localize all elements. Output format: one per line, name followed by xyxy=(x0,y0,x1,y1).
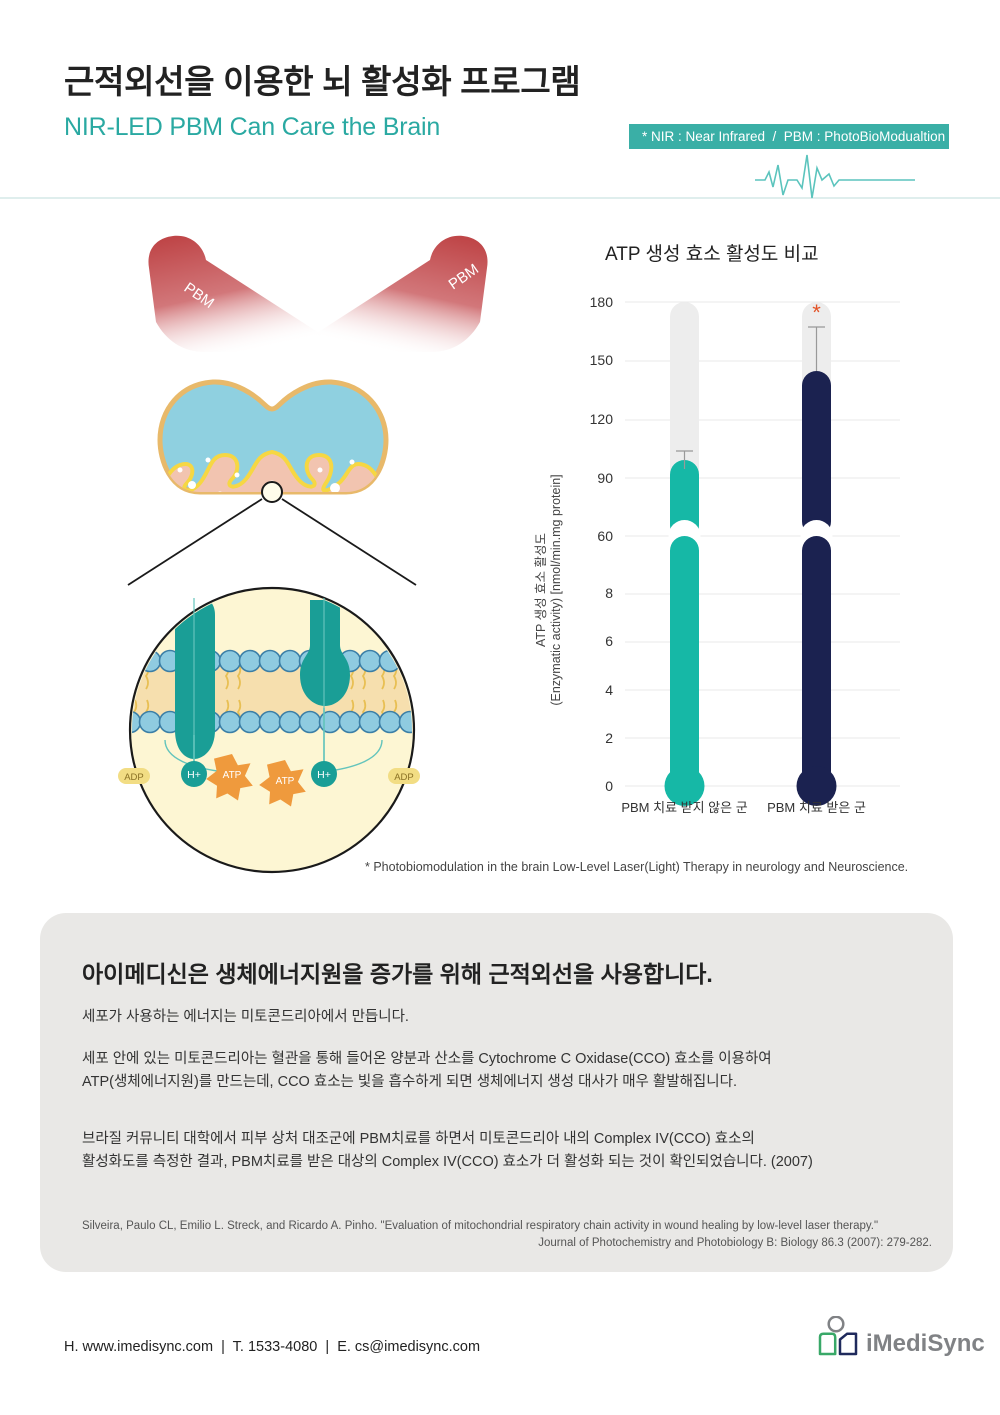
svg-text:90: 90 xyxy=(597,470,613,486)
svg-text:0: 0 xyxy=(605,778,613,794)
svg-text:2: 2 xyxy=(605,730,613,746)
svg-text:ATP 생성 효소 활성도 비교: ATP 생성 효소 활성도 비교 xyxy=(605,243,819,265)
svg-text:ATP: ATP xyxy=(276,776,295,787)
svg-text:180: 180 xyxy=(590,294,614,310)
svg-text:120: 120 xyxy=(590,411,614,427)
svg-text:PBM 치료 받은 군: PBM 치료 받은 군 xyxy=(767,800,866,815)
svg-text:60: 60 xyxy=(597,528,613,544)
svg-text:ADP: ADP xyxy=(124,772,144,783)
svg-text:iMediSync: iMediSync xyxy=(866,1330,985,1357)
svg-text:*: * xyxy=(812,300,821,325)
svg-text:ATP 생성 효소 활성도: ATP 생성 효소 활성도 xyxy=(534,533,548,647)
svg-text:PBM 치료 받지 않은 군: PBM 치료 받지 않은 군 xyxy=(621,800,747,815)
svg-text:4: 4 xyxy=(605,682,613,698)
svg-text:150: 150 xyxy=(590,352,614,368)
svg-text:(Enzymatic activity) [nmol/min: (Enzymatic activity) [nmol/min.mg protei… xyxy=(549,474,563,705)
svg-text:ADP: ADP xyxy=(394,772,414,783)
svg-text:H+: H+ xyxy=(187,769,201,781)
svg-text:8: 8 xyxy=(605,585,613,601)
svg-text:* Photobiomodulation in the br: * Photobiomodulation in the brain Low-Le… xyxy=(365,860,908,874)
svg-text:6: 6 xyxy=(605,633,613,649)
svg-text:ATP: ATP xyxy=(223,770,242,781)
svg-text:H+: H+ xyxy=(317,769,331,781)
